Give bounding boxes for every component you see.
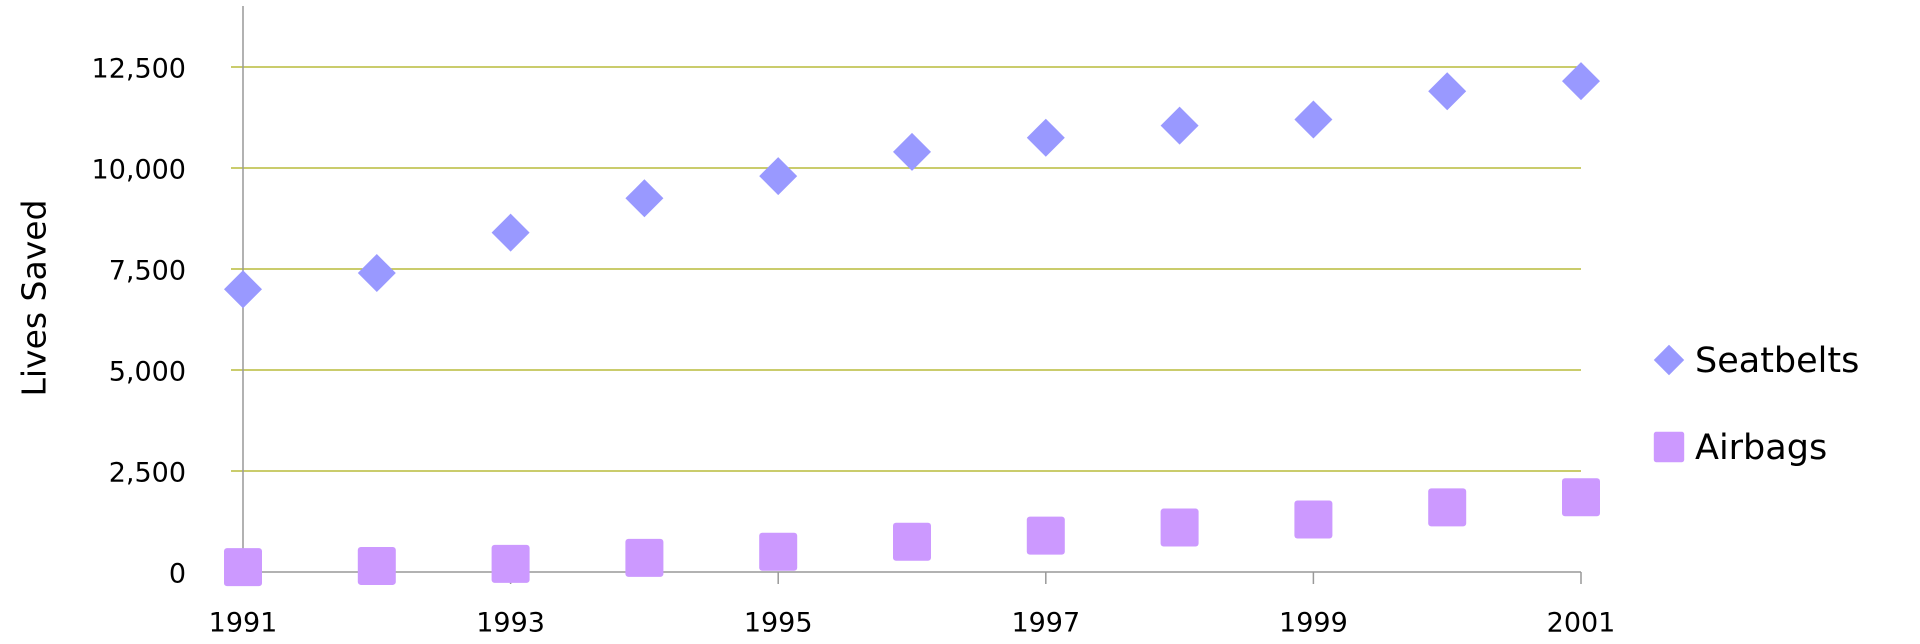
data-point <box>357 546 396 585</box>
data-point <box>224 548 262 587</box>
y-tick-label: 12,500 <box>92 54 186 85</box>
y-axis-title: Lives Saved <box>15 199 54 396</box>
x-tick-label: 1993 <box>476 608 545 639</box>
data-point <box>491 544 530 583</box>
data-point <box>1428 72 1467 111</box>
y-tick-label: 10,000 <box>92 155 186 186</box>
data-point <box>759 157 798 196</box>
data-point <box>1160 508 1199 547</box>
data-point <box>625 538 664 577</box>
data-point <box>1562 62 1600 101</box>
data-point <box>224 270 262 309</box>
y-tick-label: 7,500 <box>109 256 186 287</box>
legend-swatch <box>1653 344 1685 376</box>
legend-label: Seatbelts <box>1695 341 1859 381</box>
legend-label: Airbags <box>1695 428 1827 468</box>
data-point <box>893 132 931 171</box>
x-tick-label: 1991 <box>209 608 278 639</box>
data-point <box>1294 500 1333 539</box>
y-tick-label: 2,500 <box>109 458 186 489</box>
x-tick-label: 1995 <box>744 608 813 639</box>
data-point <box>625 179 664 218</box>
data-point <box>1026 118 1065 157</box>
data-point <box>1160 106 1199 145</box>
x-tick-label: 1997 <box>1011 608 1080 639</box>
data-point <box>1026 516 1065 555</box>
legend-swatch <box>1653 431 1685 463</box>
data-point <box>1428 488 1467 527</box>
data-point <box>357 254 396 293</box>
data-point <box>1294 100 1333 139</box>
data-point <box>759 532 798 571</box>
y-tick-label: 5,000 <box>109 357 186 388</box>
data-point <box>1562 478 1600 517</box>
y-tick-label: 0 <box>169 559 186 590</box>
data-point <box>893 522 931 561</box>
x-tick-label: 1999 <box>1279 608 1348 639</box>
x-tick-label: 2001 <box>1547 608 1616 639</box>
data-point <box>491 213 530 252</box>
